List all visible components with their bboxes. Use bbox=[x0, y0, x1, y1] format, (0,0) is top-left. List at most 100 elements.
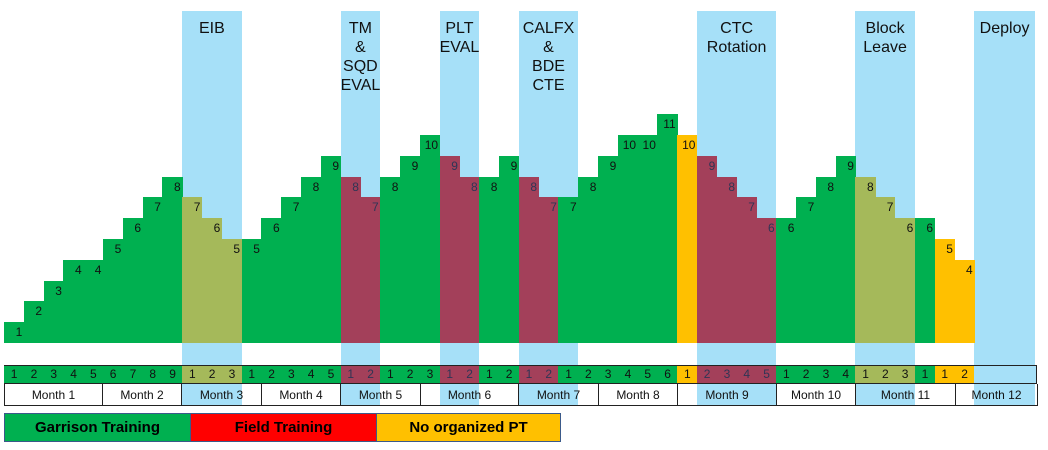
week-bar: 8 bbox=[340, 176, 361, 343]
week-bar: 10 bbox=[637, 135, 658, 343]
event-band-month-overlay bbox=[697, 385, 777, 406]
week-cell: 2 bbox=[875, 365, 896, 384]
bar-value-label: 9 bbox=[510, 158, 518, 173]
bar-value-label: 7 bbox=[886, 200, 894, 215]
week-bar: 8 bbox=[162, 176, 183, 343]
week-bar: 5 bbox=[221, 239, 243, 343]
week-bar: 9 bbox=[835, 155, 856, 343]
bar-value-label: 8 bbox=[827, 179, 835, 194]
bar-value-label: 8 bbox=[471, 179, 478, 194]
week-bar: 8 bbox=[459, 176, 480, 343]
week-bar: 4 bbox=[954, 259, 975, 343]
week-bar: 7 bbox=[875, 197, 896, 343]
month-cell: Month 9 bbox=[677, 384, 777, 406]
month-cell: Month 4 bbox=[261, 384, 341, 406]
week-bar: 8 bbox=[815, 176, 837, 343]
event-band: Deploy bbox=[974, 11, 1035, 406]
week-cell-empty bbox=[974, 365, 1037, 384]
event-label: PLT EVAL bbox=[439, 20, 480, 56]
week-cell: 2 bbox=[697, 365, 718, 384]
week-cell: 2 bbox=[400, 365, 421, 384]
week-cell: 4 bbox=[736, 365, 757, 384]
bar-value-label: 7 bbox=[154, 200, 161, 215]
week-cell: 1 bbox=[182, 365, 203, 384]
bar-value-label: 9 bbox=[847, 158, 854, 173]
week-bar: 10 bbox=[677, 135, 698, 343]
event-band-month-overlay bbox=[974, 385, 1035, 406]
week-cell: 3 bbox=[221, 365, 243, 384]
week-cell: 4 bbox=[301, 365, 322, 384]
week-cell: 3 bbox=[281, 365, 302, 384]
week-bar: 6 bbox=[776, 218, 797, 343]
week-cell: 3 bbox=[598, 365, 619, 384]
bar-value-label: 9 bbox=[451, 158, 458, 173]
week-cell: 1 bbox=[934, 365, 955, 384]
week-bar: 8 bbox=[578, 176, 599, 343]
week-cell: 3 bbox=[716, 365, 738, 384]
week-cell: 5 bbox=[637, 365, 658, 384]
week-bar: 7 bbox=[360, 197, 381, 343]
week-cell: 3 bbox=[43, 365, 64, 384]
event-label: EIB bbox=[198, 20, 225, 37]
bar-value-label: 2 bbox=[35, 304, 43, 319]
bar-value-label: 11 bbox=[663, 117, 676, 132]
event-label: CTC Rotation bbox=[706, 20, 767, 56]
week-bar: 6 bbox=[756, 218, 777, 343]
bar-value-label: 8 bbox=[391, 179, 399, 194]
week-cell: 9 bbox=[162, 365, 183, 384]
event-band-month-overlay bbox=[439, 385, 480, 406]
week-cell: 2 bbox=[796, 365, 817, 384]
bar-value-label: 6 bbox=[273, 221, 280, 236]
bar-value-label: 10 bbox=[642, 138, 656, 152]
bar-value-label: 5 bbox=[946, 242, 953, 256]
bar-value-label: 9 bbox=[708, 158, 716, 173]
week-bar: 9 bbox=[598, 155, 619, 343]
week-bar: 5 bbox=[934, 239, 955, 343]
legend-field-training: Field Training bbox=[190, 413, 377, 442]
bar-value-label: 6 bbox=[906, 221, 914, 236]
legend-garrison-training: Garrison Training bbox=[4, 413, 191, 442]
week-bar: 8 bbox=[518, 176, 540, 343]
bar-value-label: 6 bbox=[134, 221, 142, 236]
bar-value-label: 8 bbox=[490, 179, 498, 194]
bar-value-label: 4 bbox=[966, 262, 973, 277]
event-band-month-overlay bbox=[518, 385, 579, 406]
week-cell: 2 bbox=[360, 365, 381, 384]
week-cell: 2 bbox=[954, 365, 975, 384]
bar-value-label: 9 bbox=[411, 158, 419, 173]
month-cell: Month 7 bbox=[518, 384, 599, 406]
week-cell: 6 bbox=[103, 365, 124, 384]
bar-value-label: 10 bbox=[424, 138, 439, 152]
week-cell: 2 bbox=[23, 365, 45, 384]
bar-value-label: 9 bbox=[332, 158, 340, 173]
bar-value-label: 7 bbox=[292, 200, 300, 215]
bar-value-label: 5 bbox=[253, 242, 260, 256]
bar-value-label: 8 bbox=[312, 179, 320, 194]
week-bar: 5 bbox=[103, 239, 124, 343]
month-cell: Month 10 bbox=[776, 384, 856, 406]
bar-value-label: 8 bbox=[530, 179, 538, 194]
week-cell: 1 bbox=[677, 365, 698, 384]
week-bar: 9 bbox=[320, 155, 342, 343]
bar-value-label: 4 bbox=[75, 262, 82, 277]
bar-value-label: 10 bbox=[682, 138, 696, 152]
month-cell: Month 5 bbox=[340, 384, 421, 406]
bar-value-label: 7 bbox=[372, 200, 379, 215]
week-bar: 2 bbox=[23, 301, 45, 343]
week-cell: 3 bbox=[815, 365, 837, 384]
week-cell: 4 bbox=[835, 365, 856, 384]
legend-no-organized-pt: No organized PT bbox=[376, 413, 561, 442]
month-cell: Month 6 bbox=[420, 384, 519, 406]
bar-value-label: 4 bbox=[94, 262, 102, 277]
week-cell: 1 bbox=[776, 365, 797, 384]
week-bar: 10 bbox=[419, 135, 441, 343]
bar-value-label: 9 bbox=[609, 158, 617, 173]
week-bar: 6 bbox=[895, 218, 916, 343]
bar-value-label: 6 bbox=[926, 221, 934, 236]
week-cell: 1 bbox=[380, 365, 401, 384]
month-cell: Month 8 bbox=[598, 384, 678, 406]
bar-value-label: 7 bbox=[570, 200, 577, 215]
legend-label: Field Training bbox=[234, 419, 333, 436]
event-label: Block Leave bbox=[863, 20, 907, 56]
